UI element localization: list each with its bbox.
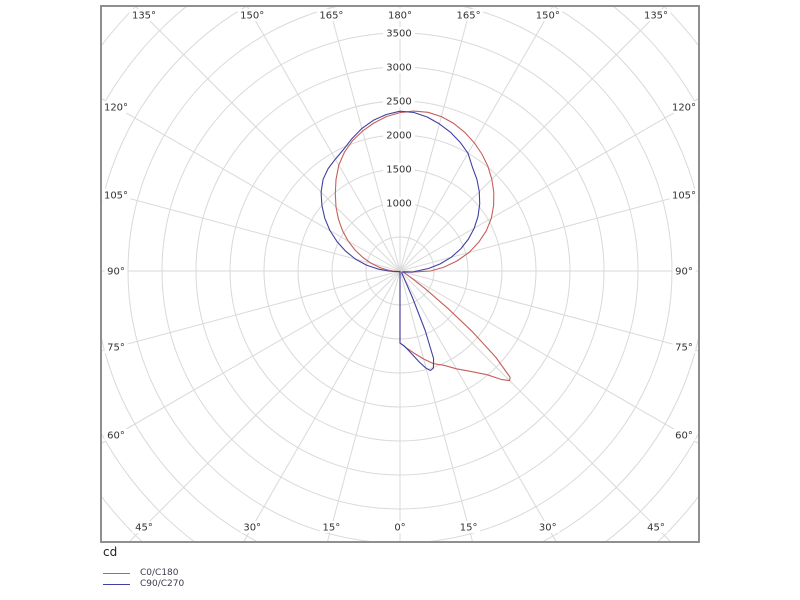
legend-rows: C0/C180 C90/C270 bbox=[103, 568, 184, 590]
label-backdrop bbox=[672, 428, 696, 441]
label-backdrop bbox=[672, 341, 696, 354]
grid-spoke bbox=[399, 6, 554, 272]
grid-spoke bbox=[328, 6, 401, 272]
axis-labels: 165° 150° 135° 120° 105° 90° 75° 60° 45° 30° 15° 0°… bbox=[101, 9, 699, 534]
label-backdrop bbox=[104, 341, 128, 354]
axis-label: 3000 bbox=[386, 63, 411, 74]
axis-label: 45° bbox=[135, 523, 153, 534]
axis-label: 150° bbox=[240, 11, 264, 22]
label-backdrop bbox=[383, 197, 415, 209]
axis-label: 135° bbox=[644, 11, 668, 22]
label-backdrop bbox=[644, 521, 668, 533]
axis-label: 90° bbox=[107, 267, 125, 278]
axis-label: 3500 bbox=[386, 29, 411, 40]
label-backdrop bbox=[536, 521, 560, 533]
label-backdrop bbox=[383, 129, 415, 141]
label-backdrop bbox=[669, 101, 699, 114]
label-backdrop bbox=[672, 265, 696, 277]
grid-spoke bbox=[101, 270, 401, 445]
label-backdrop bbox=[669, 188, 699, 201]
units-label: cd bbox=[103, 545, 118, 559]
axis-label: 45° bbox=[647, 523, 665, 534]
axis-label: 90° bbox=[675, 267, 693, 278]
label-backdrop bbox=[101, 188, 131, 201]
axis-label: 1000 bbox=[386, 199, 411, 210]
label-backdrop bbox=[319, 521, 343, 533]
axis-label: 15° bbox=[460, 523, 478, 534]
axis-label: 15° bbox=[323, 523, 341, 534]
label-backdrop bbox=[383, 61, 415, 73]
grid-spoke bbox=[242, 270, 401, 542]
label-backdrop bbox=[104, 265, 128, 277]
label-backdrop bbox=[533, 9, 563, 21]
axis-label: 2000 bbox=[386, 131, 411, 142]
axis-label: 150° bbox=[536, 11, 560, 22]
label-backdrop bbox=[240, 521, 264, 533]
label-backdrop bbox=[104, 428, 128, 441]
axis-label: 0° bbox=[394, 523, 405, 534]
grid-spoke bbox=[326, 270, 401, 542]
legend-line-c90-c270-swatch bbox=[103, 584, 130, 585]
axis-label: 165° bbox=[319, 11, 343, 22]
grid-spoke bbox=[246, 6, 401, 272]
series-curve-c90-c270 bbox=[320, 110, 481, 372]
grid-spoke bbox=[399, 6, 666, 272]
label-backdrop bbox=[383, 95, 415, 107]
axis-label: 1500 bbox=[386, 165, 411, 176]
label-backdrop bbox=[237, 9, 267, 21]
label-backdrop bbox=[383, 27, 415, 39]
label-backdrop bbox=[454, 9, 484, 21]
grid-spoke bbox=[101, 270, 401, 352]
grid-spoke bbox=[128, 270, 401, 542]
legend: cd C0/C180 C90/C270 bbox=[103, 545, 184, 590]
grid-spoke bbox=[399, 97, 699, 272]
axis-label: 60° bbox=[107, 430, 125, 441]
legend-label-c0-c180: C0/C180 bbox=[140, 568, 179, 578]
grid-spoke bbox=[399, 6, 472, 272]
axis-label: 2500 bbox=[386, 97, 411, 108]
grid-spoke bbox=[399, 270, 699, 445]
grid-spoke bbox=[101, 97, 401, 272]
intensity-curves bbox=[320, 110, 511, 382]
series-curve-c0-c180 bbox=[334, 110, 511, 382]
axis-label: 30° bbox=[539, 523, 557, 534]
label-backdrop bbox=[391, 521, 409, 533]
axis-label: 105° bbox=[672, 190, 696, 201]
axis-label: 60° bbox=[675, 430, 693, 441]
axis-label: 120° bbox=[104, 103, 128, 114]
label-backdrop bbox=[132, 521, 156, 533]
axis-label: 105° bbox=[104, 190, 128, 201]
axis-label: 75° bbox=[675, 343, 693, 354]
label-backdrop bbox=[316, 9, 346, 21]
axis-label: 165° bbox=[457, 11, 481, 22]
legend-item-c0-c180: C0/C180 bbox=[103, 568, 184, 579]
grid-spoke bbox=[399, 270, 474, 542]
axis-label: 120° bbox=[672, 103, 696, 114]
label-backdrop bbox=[457, 521, 481, 533]
label-backdrop bbox=[129, 9, 159, 21]
axis-label: 135° bbox=[132, 11, 156, 22]
grid-spoke bbox=[399, 270, 672, 542]
label-backdrop bbox=[385, 9, 415, 21]
grid-spoke bbox=[399, 270, 699, 352]
legend-label-c90-c270: C90/C270 bbox=[140, 579, 185, 589]
axis-label: 30° bbox=[243, 523, 261, 534]
label-backdrop bbox=[101, 101, 131, 114]
axis-label: 180° bbox=[388, 11, 412, 22]
legend-item-c90-c270: C90/C270 bbox=[103, 579, 184, 590]
grid-spoke bbox=[399, 270, 558, 542]
plot-border bbox=[100, 5, 700, 543]
label-backdrop bbox=[641, 9, 671, 21]
grid-spoke bbox=[134, 6, 401, 272]
legend-line-c0-c180-swatch bbox=[103, 573, 130, 574]
label-backdrop bbox=[383, 163, 415, 175]
axis-label: 75° bbox=[107, 343, 125, 354]
